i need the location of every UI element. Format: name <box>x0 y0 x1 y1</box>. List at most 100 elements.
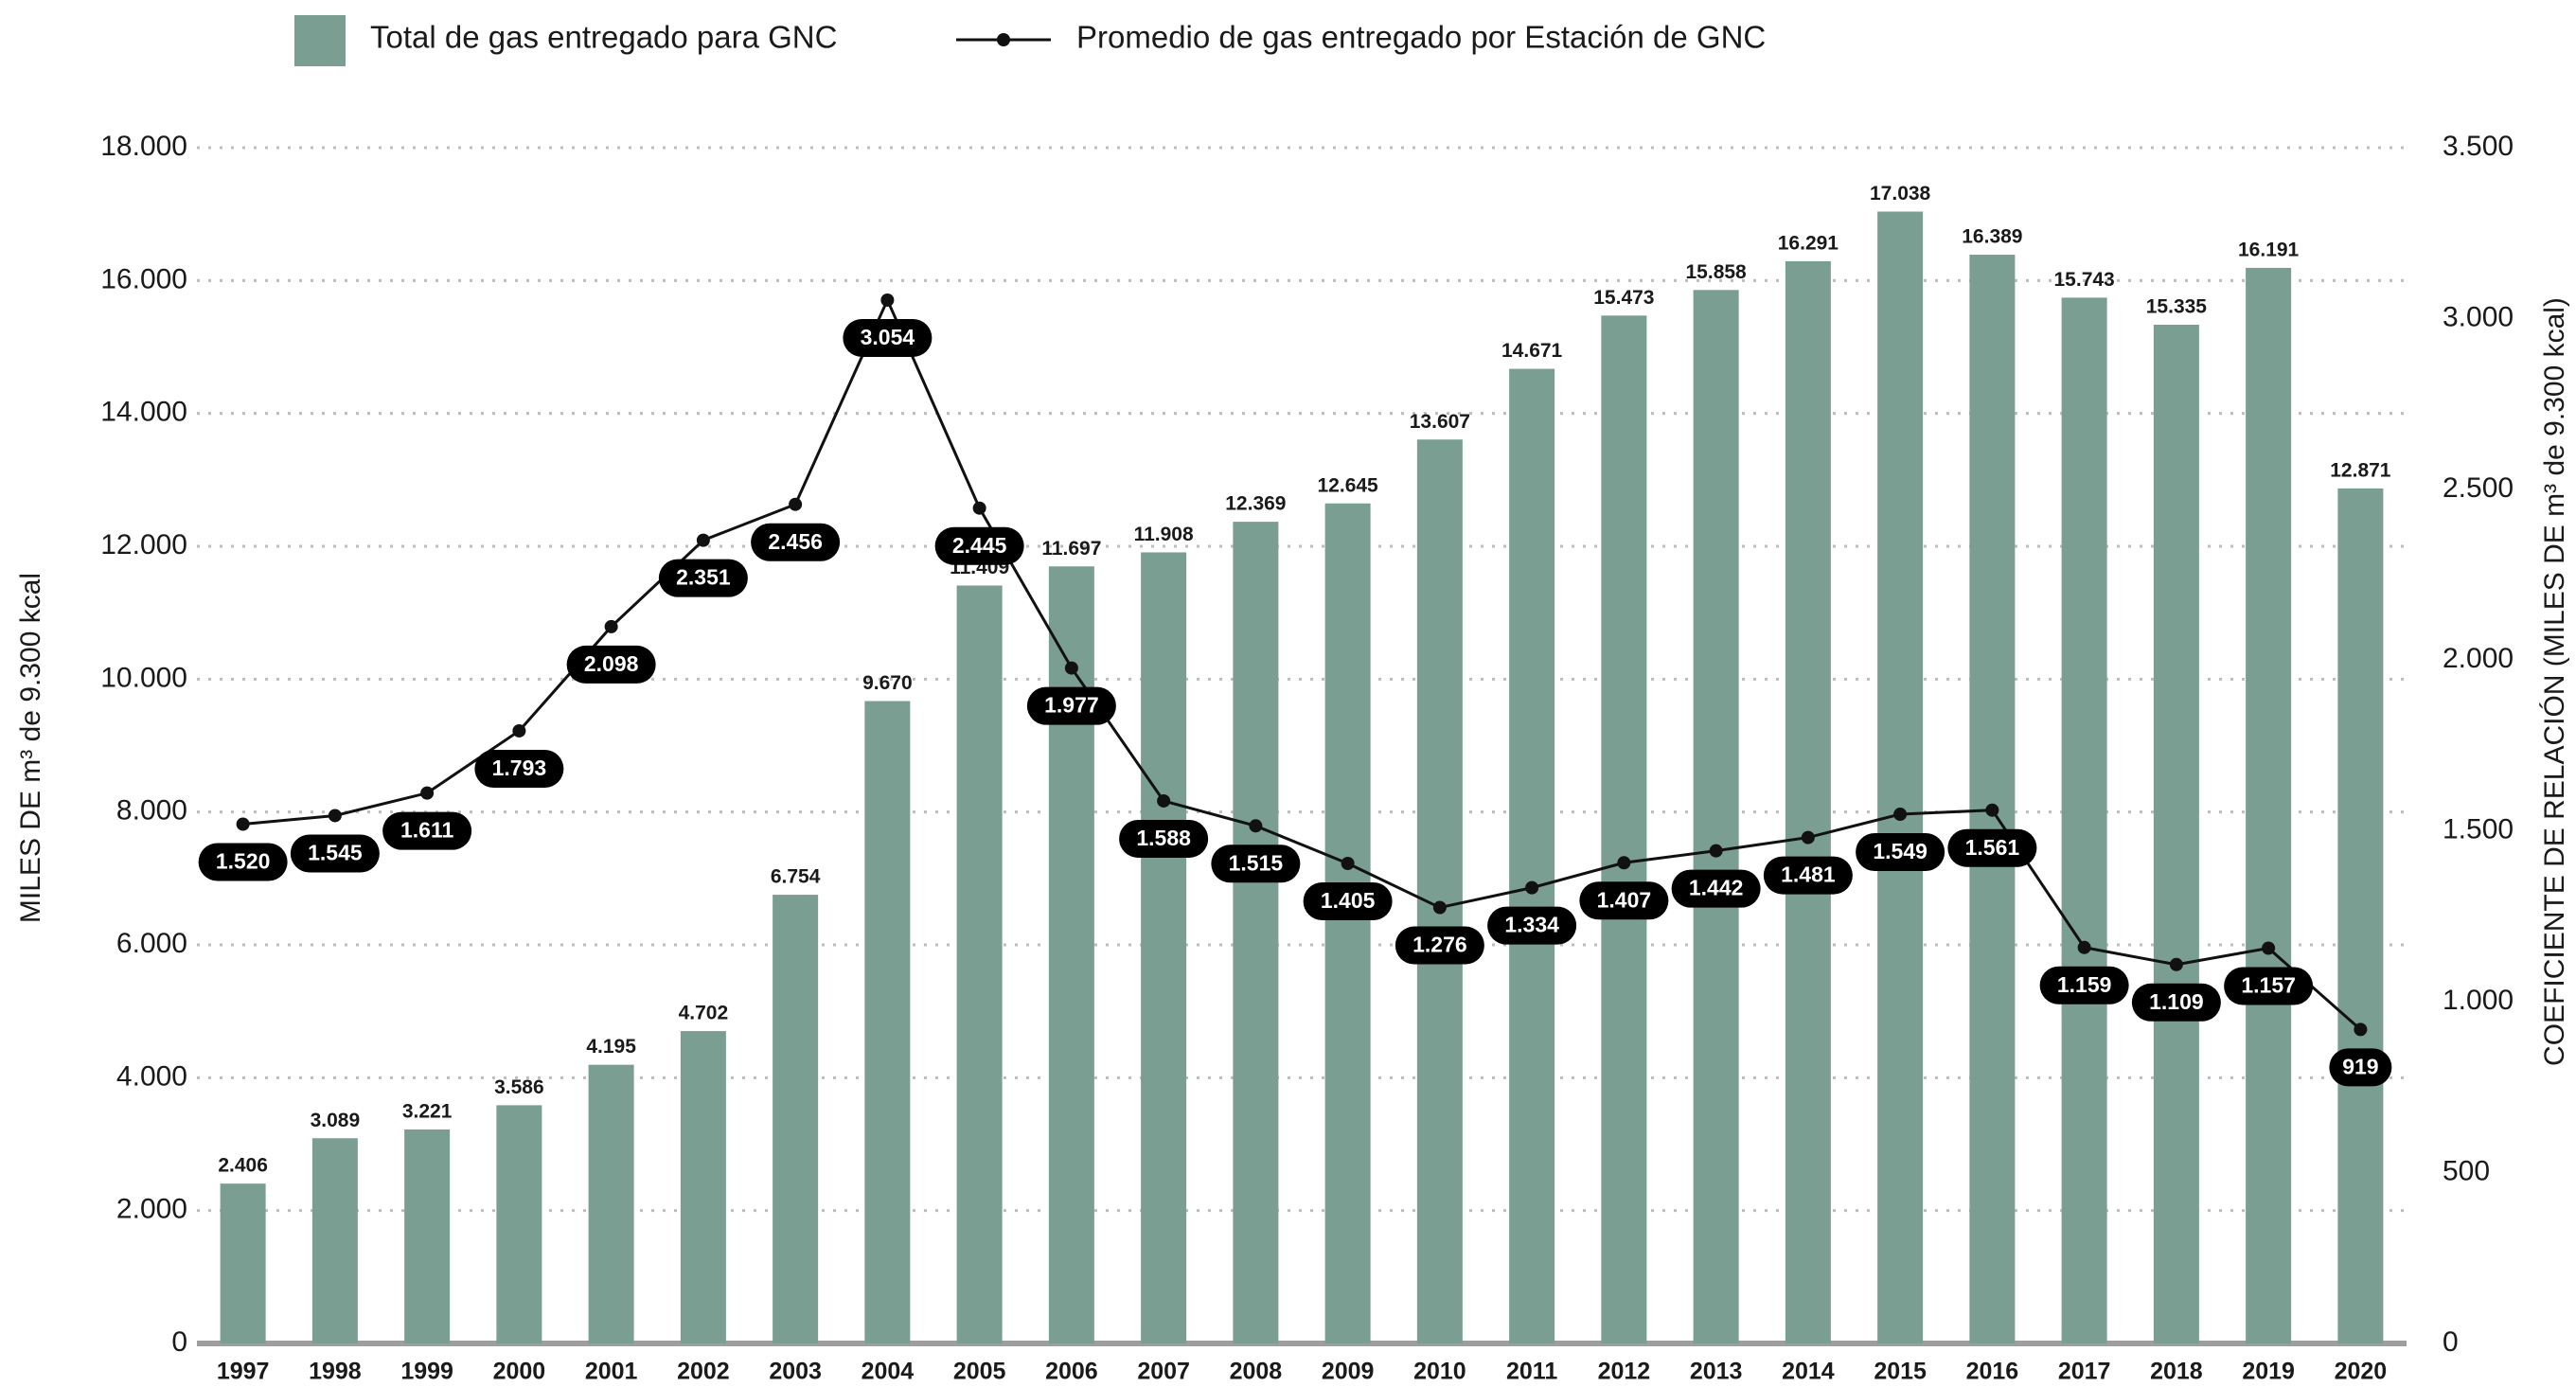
line-value-label: 1.561 <box>1965 835 2020 860</box>
x-tick-label: 2016 <box>1966 1359 2019 1385</box>
line-point <box>1525 880 1539 895</box>
x-tick-label: 2010 <box>1413 1359 1466 1385</box>
line-point <box>512 723 526 738</box>
x-tick-label: 2007 <box>1137 1359 1190 1385</box>
y2-tick-label: 2.500 <box>2443 472 2514 504</box>
bar <box>311 1138 358 1343</box>
bar-value-label: 3.221 <box>402 1101 453 1123</box>
label-pill <box>2224 967 2314 1005</box>
x-tick-label: 2009 <box>1322 1359 1375 1385</box>
legend-swatch <box>294 15 346 66</box>
bar-value-label: 15.743 <box>2054 269 2115 291</box>
x-tick-label: 2012 <box>1598 1359 1651 1385</box>
x-tick-label: 2002 <box>677 1359 730 1385</box>
bar <box>1693 290 1739 1343</box>
label-pill <box>474 749 564 788</box>
line-value-label: 1.109 <box>2149 989 2204 1014</box>
line-value-label: 1.442 <box>1689 876 1744 900</box>
x-tick-label: 2015 <box>1874 1359 1927 1385</box>
label-pill <box>843 318 933 357</box>
line-value-label: 1.515 <box>1229 850 1284 875</box>
x-tick-label: 1998 <box>309 1359 362 1385</box>
x-tick-label: 2005 <box>953 1359 1006 1385</box>
line-value-label: 1.157 <box>2241 973 2296 998</box>
label-pill <box>1119 819 1209 858</box>
bar-value-label: 15.858 <box>1686 261 1748 283</box>
y-tick-label: 8.000 <box>116 795 187 827</box>
y2-tick-label: 3.500 <box>2443 131 2514 162</box>
label-pill <box>2039 966 2129 1005</box>
line-point <box>1249 819 1263 833</box>
line-value-label: 1.276 <box>1412 933 1467 957</box>
line-value-label: 1.481 <box>1781 862 1836 887</box>
line-value-label: 1.549 <box>1873 839 1928 863</box>
bar-value-label: 17.038 <box>1870 183 1931 204</box>
bar <box>1233 522 1279 1343</box>
bar-value-label: 12.871 <box>2330 459 2391 481</box>
bar <box>588 1064 634 1343</box>
line <box>242 296 2362 1031</box>
label-pill <box>751 523 841 561</box>
bar <box>404 1129 451 1343</box>
x-tick-label: 2011 <box>1506 1359 1557 1385</box>
bar-value-label: 6.754 <box>771 866 821 888</box>
y2-tick-label: 1.500 <box>2443 814 2514 845</box>
line-value-label: 1.334 <box>1504 913 1559 937</box>
label-pill <box>2329 1048 2392 1087</box>
bar <box>864 701 911 1343</box>
line-value-label: 1.520 <box>216 849 271 874</box>
bar <box>773 895 819 1343</box>
line-value-label: 1.588 <box>1136 826 1191 850</box>
bar-value-label: 16.291 <box>1778 232 1839 254</box>
y-tick-label: 6.000 <box>116 928 187 959</box>
bar <box>2337 488 2384 1343</box>
line-value-label: 1.611 <box>400 818 453 843</box>
bar <box>1416 439 1463 1343</box>
bar-value-label: 4.702 <box>679 1003 729 1024</box>
label-pill <box>1763 856 1853 895</box>
x-tick-label: 2019 <box>2242 1359 2295 1385</box>
label-pill <box>934 526 1024 565</box>
y-tick-label: 18.000 <box>100 131 187 162</box>
x-tick-label: 2018 <box>2150 1359 2203 1385</box>
line-point <box>1893 808 1908 822</box>
bar-value-label: 14.671 <box>1501 340 1563 362</box>
x-tick-label: 2014 <box>1782 1359 1835 1385</box>
bar <box>680 1031 726 1343</box>
line-value-label: 1.793 <box>492 756 547 780</box>
y-tick-label: 0 <box>171 1326 187 1358</box>
bar <box>1969 255 2016 1343</box>
label-pill <box>566 645 656 684</box>
y-tick-label: 14.000 <box>100 397 187 428</box>
bar-value-label: 13.607 <box>1410 411 1470 433</box>
bar-value-label: 11.697 <box>1041 538 1101 560</box>
label-pill <box>1947 828 2037 867</box>
x-tick-label: 2020 <box>2335 1359 2388 1385</box>
line-point <box>972 501 986 515</box>
label-pill <box>1856 833 1945 872</box>
bar <box>956 585 1003 1343</box>
line-point <box>2169 957 2183 971</box>
bar <box>220 1183 266 1343</box>
line-point <box>1617 856 1631 870</box>
line-value-label: 2.351 <box>676 565 731 590</box>
line-point <box>1985 803 1999 817</box>
bar <box>2246 267 2292 1343</box>
line-point <box>696 533 710 547</box>
bar-value-label: 12.369 <box>1225 493 1286 515</box>
label-pill <box>2131 983 2221 1022</box>
x-tick-label: 1997 <box>217 1359 270 1385</box>
bar <box>1601 315 1647 1343</box>
line-point <box>604 619 618 633</box>
x-tick-label: 2004 <box>862 1359 915 1385</box>
bar <box>496 1105 542 1343</box>
bar <box>1324 503 1371 1343</box>
bar <box>1509 368 1555 1343</box>
line-point <box>1064 661 1078 675</box>
bar-value-label: 15.335 <box>2146 296 2208 318</box>
label-pill <box>198 843 288 881</box>
y2-tick-label: 1.000 <box>2443 985 2514 1016</box>
label-pill <box>1303 881 1393 920</box>
x-tick-label: 2008 <box>1230 1359 1283 1385</box>
